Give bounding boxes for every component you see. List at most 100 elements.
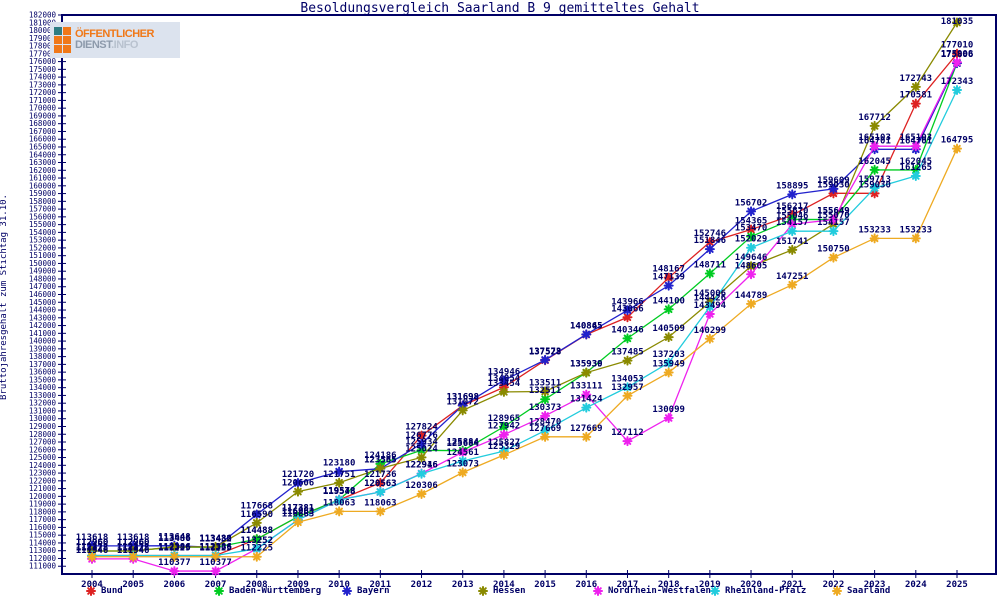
svg-text:112225: 112225	[199, 544, 232, 554]
svg-text:112372: 112372	[76, 543, 109, 553]
legend-label: Hessen	[493, 586, 526, 596]
svg-text:152029: 152029	[735, 235, 768, 245]
series-rheinland-pfalz	[87, 84, 962, 561]
svg-text:121720: 121720	[282, 470, 315, 480]
svg-text:2021: 2021	[781, 580, 803, 590]
svg-text:2011: 2011	[369, 580, 391, 590]
svg-text:152000: 152000	[29, 243, 57, 252]
svg-text:182000: 182000	[29, 11, 57, 20]
svg-text:144000: 144000	[29, 306, 57, 315]
svg-text:2022: 2022	[823, 580, 845, 590]
svg-text:2015: 2015	[534, 580, 556, 590]
svg-text:180000: 180000	[29, 26, 57, 35]
svg-text:127112: 127112	[611, 428, 644, 438]
svg-text:147000: 147000	[29, 282, 57, 291]
svg-text:162045: 162045	[858, 157, 891, 167]
svg-text:159609: 159609	[817, 176, 850, 186]
logo-text-dienst: DIENST	[75, 39, 112, 51]
svg-text:178000: 178000	[29, 42, 57, 51]
svg-text:151741: 151741	[776, 237, 809, 247]
svg-text:135000: 135000	[29, 375, 57, 384]
svg-text:2012: 2012	[411, 580, 433, 590]
svg-text:112960: 112960	[117, 538, 150, 548]
svg-text:159030: 159030	[858, 180, 891, 190]
svg-text:128000: 128000	[29, 430, 57, 439]
svg-text:130000: 130000	[29, 414, 57, 423]
svg-text:124000: 124000	[29, 461, 57, 470]
svg-text:116663: 116663	[282, 509, 315, 519]
svg-text:131424: 131424	[570, 395, 603, 405]
legend-item-baden-württemberg: Baden-Württemberg	[213, 584, 321, 598]
logo-text-info: .INFO	[111, 39, 138, 51]
svg-text:154157: 154157	[776, 218, 809, 228]
svg-text:137528: 137528	[529, 347, 562, 357]
svg-text:120606: 120606	[282, 479, 315, 489]
svg-text:177010: 177010	[941, 41, 974, 51]
logo-text-line1: ÖFFENTLICHER	[75, 28, 154, 40]
svg-text:112000: 112000	[29, 554, 57, 563]
svg-text:112372: 112372	[76, 543, 109, 553]
series-baden-württemberg	[87, 58, 962, 557]
svg-text:175806: 175806	[941, 50, 974, 60]
svg-text:154000: 154000	[29, 228, 57, 237]
svg-text:134054: 134054	[488, 374, 521, 384]
svg-text:158000: 158000	[29, 197, 57, 206]
svg-text:116590: 116590	[241, 510, 274, 520]
svg-text:141000: 141000	[29, 329, 57, 338]
svg-text:112386: 112386	[199, 542, 232, 552]
svg-text:112225: 112225	[158, 544, 191, 554]
svg-text:125934: 125934	[405, 437, 438, 447]
legend-label: Baden-Württemberg	[229, 586, 322, 596]
svg-text:120306: 120306	[405, 481, 438, 491]
y-axis-ticks: 1110001120001130001140001150001160001170…	[29, 11, 66, 571]
svg-text:131698: 131698	[446, 393, 479, 403]
svg-text:112225: 112225	[76, 544, 109, 554]
svg-text:143000: 143000	[29, 313, 57, 322]
svg-text:111946: 111946	[117, 546, 150, 556]
svg-text:148167: 148167	[652, 265, 685, 275]
svg-text:112372: 112372	[117, 543, 150, 553]
svg-text:127000: 127000	[29, 438, 57, 447]
svg-text:115000: 115000	[29, 531, 57, 540]
svg-text:117381: 117381	[282, 504, 315, 514]
svg-text:113252: 113252	[241, 536, 274, 546]
svg-text:112372: 112372	[117, 543, 150, 553]
svg-text:111000: 111000	[29, 562, 57, 571]
svg-text:119578: 119578	[323, 487, 356, 497]
svg-text:140509: 140509	[652, 324, 685, 334]
svg-text:119548: 119548	[323, 487, 356, 497]
svg-text:2006: 2006	[164, 580, 186, 590]
svg-text:133454: 133454	[488, 379, 521, 389]
svg-text:135949: 135949	[652, 360, 685, 370]
svg-text:2019: 2019	[699, 580, 721, 590]
svg-text:143066: 143066	[611, 304, 644, 314]
svg-text:127824: 127824	[405, 423, 438, 433]
svg-text:125024: 125024	[405, 444, 438, 454]
svg-text:112960: 112960	[76, 538, 109, 548]
svg-text:170581: 170581	[900, 91, 933, 101]
legend-marker-icon	[342, 586, 352, 596]
svg-text:159000: 159000	[29, 189, 57, 198]
svg-text:152746: 152746	[694, 229, 727, 239]
svg-text:131698: 131698	[446, 393, 479, 403]
svg-text:127669: 127669	[529, 424, 562, 434]
svg-text:159030: 159030	[817, 180, 850, 190]
svg-text:164701: 164701	[858, 136, 891, 146]
svg-text:2013: 2013	[452, 580, 474, 590]
svg-text:124186: 124186	[364, 451, 397, 461]
svg-text:133511: 133511	[529, 378, 562, 388]
svg-text:112960: 112960	[76, 538, 109, 548]
svg-text:151846: 151846	[694, 236, 727, 246]
svg-text:176000: 176000	[29, 57, 57, 66]
svg-text:112225: 112225	[241, 544, 274, 554]
legend-item-nordrhein-westfalen: Nordrhein-Westfalen	[592, 584, 711, 598]
svg-text:133000: 133000	[29, 391, 57, 400]
svg-text:110377: 110377	[199, 558, 232, 568]
site-logo[interactable]: ÖFFENTLICHER DIENST.INFO	[50, 22, 180, 58]
svg-text:166000: 166000	[29, 135, 57, 144]
logo-squares-icon	[54, 27, 71, 53]
svg-text:145006: 145006	[694, 289, 727, 299]
svg-text:150750: 150750	[817, 245, 850, 255]
svg-text:2008: 2008	[246, 580, 268, 590]
